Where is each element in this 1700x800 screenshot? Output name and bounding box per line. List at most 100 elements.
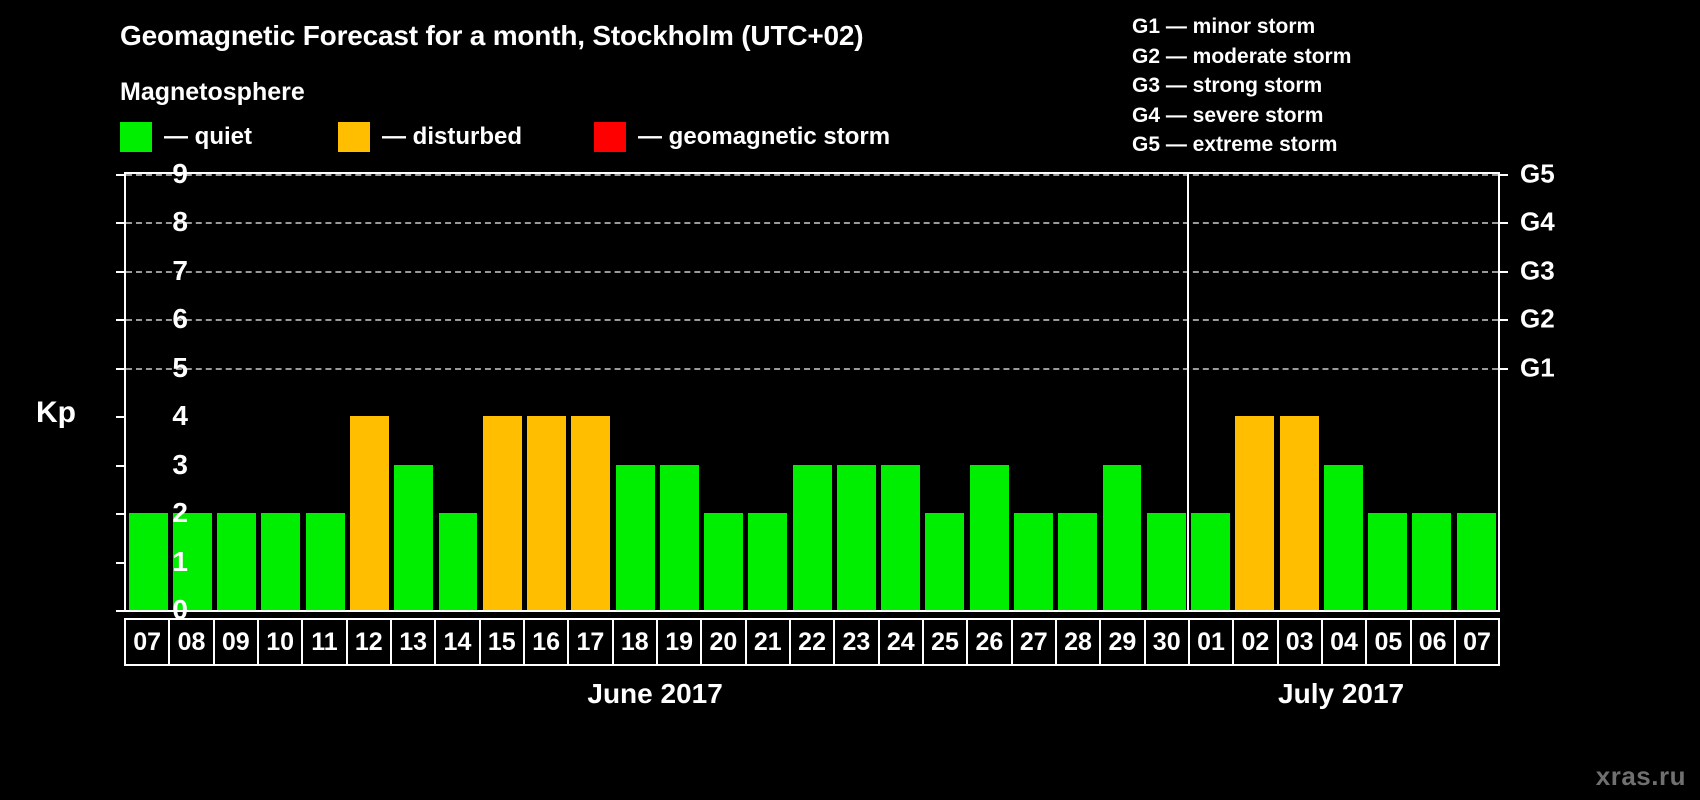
y-axis-label-8: 8	[172, 206, 188, 238]
date-label-24: 01	[1190, 620, 1235, 664]
bar-23	[836, 464, 876, 610]
bar-slot	[303, 174, 347, 610]
bar-19	[659, 464, 699, 610]
legend-swatch-disturbed	[338, 122, 370, 152]
g-scale-line-g4: G4 — severe storm	[1132, 103, 1324, 127]
bar-28	[1058, 513, 1098, 610]
g-scale-line-g3: G3 — strong storm	[1132, 74, 1323, 97]
date-label-15: 22	[791, 620, 836, 664]
chart-bars	[126, 174, 1498, 610]
date-label-16: 23	[835, 620, 880, 664]
bar-11	[305, 513, 345, 610]
gridline-kp-7	[126, 270, 1498, 273]
g-tick-G1	[1498, 367, 1508, 370]
bar-slot	[790, 174, 834, 610]
bar-21	[748, 513, 788, 610]
magnetosphere-legend: — quiet — disturbed — geomagnetic storm	[120, 122, 890, 152]
date-label-3: 10	[259, 620, 304, 664]
date-label-27: 04	[1323, 620, 1368, 664]
date-label-2: 09	[215, 620, 259, 664]
y-tick-4	[116, 416, 126, 419]
date-label-30: 07	[1463, 627, 1491, 656]
y-axis-label-7: 7	[172, 254, 188, 286]
bar-slot	[834, 174, 878, 610]
bar-03	[1279, 416, 1319, 610]
y-tick-6	[116, 319, 126, 322]
bar-slot	[967, 174, 1011, 610]
legend-label-disturbed: — disturbed	[382, 123, 523, 150]
bar-slot	[215, 174, 259, 610]
bar-15	[482, 416, 522, 610]
bar-01	[1191, 513, 1230, 610]
date-label-22: 29	[1101, 620, 1146, 664]
date-label-8: 15	[481, 620, 525, 664]
date-label-14: 21	[747, 620, 791, 664]
legend-label-quiet: — quiet	[164, 123, 252, 150]
bar-13	[394, 464, 434, 610]
date-label-1: 08	[170, 620, 215, 664]
bar-29	[1102, 464, 1142, 610]
y-tick-2	[116, 513, 126, 516]
bar-07	[1456, 513, 1496, 610]
g-tick-G2	[1498, 319, 1508, 322]
gridline-kp-9	[126, 174, 1498, 176]
page-title: Geomagnetic Forecast for a month, Stockh…	[120, 20, 864, 51]
bar-slot	[347, 174, 391, 610]
bar-slot	[1454, 174, 1498, 610]
g-axis-label-G1: G1	[1520, 352, 1555, 383]
g-scale-line-g5: G5 — extreme storm	[1132, 133, 1338, 156]
y-axis-label-4: 4	[172, 400, 188, 432]
bar-18	[615, 464, 655, 610]
y-axis-title: Kp	[36, 396, 76, 429]
bar-07	[128, 513, 168, 610]
bar-slot	[170, 174, 214, 610]
legend-label-storm: — geomagnetic storm	[638, 123, 891, 150]
date-label-12: 19	[658, 620, 703, 664]
y-axis-label-3: 3	[172, 448, 188, 480]
date-label-17: 24	[880, 620, 924, 664]
magnetosphere-heading: Magnetosphere	[120, 78, 305, 106]
bar-slot	[701, 174, 745, 610]
legend-item-disturbed: — disturbed	[338, 122, 522, 152]
y-tick-8	[116, 222, 126, 225]
bar-25	[925, 513, 965, 610]
y-axis-label-9: 9	[172, 158, 188, 189]
date-label-0: 07	[126, 620, 171, 664]
bar-slot	[436, 174, 480, 610]
bar-slot	[392, 174, 436, 610]
bar-22	[792, 464, 832, 610]
g-scale-legend: G1 — minor storm G2 — moderate storm G3 …	[1132, 12, 1351, 160]
g-tick-G3	[1498, 270, 1508, 273]
bar-slot	[1233, 174, 1277, 610]
bar-slot	[1365, 174, 1409, 610]
bar-09	[217, 513, 257, 610]
bar-slot	[1100, 174, 1144, 610]
gridline-kp-8	[126, 222, 1498, 225]
bar-slot	[569, 174, 613, 610]
bar-06	[1412, 513, 1452, 610]
bar-16	[527, 416, 566, 610]
bar-08	[172, 513, 212, 610]
y-axis-label-0: 0	[172, 594, 188, 625]
bar-slot	[1321, 174, 1365, 610]
bar-slot	[259, 174, 303, 610]
g-axis-label-G3: G3	[1520, 255, 1555, 286]
bar-05	[1368, 513, 1408, 610]
bar-slot	[1144, 174, 1188, 610]
bar-20	[704, 513, 744, 610]
g-scale-line-g1: G1 — minor storm	[1132, 15, 1316, 38]
date-label-26: 03	[1279, 620, 1323, 664]
bar-slot	[1056, 174, 1100, 610]
y-axis-label-1: 1	[172, 545, 188, 577]
bar-slot	[480, 174, 524, 610]
bar-26	[969, 464, 1009, 610]
date-label-10: 17	[569, 620, 614, 664]
bar-slot	[923, 174, 967, 610]
bar-slot	[1188, 174, 1232, 610]
date-label-11: 18	[614, 620, 658, 664]
g-axis-label-G2: G2	[1520, 303, 1555, 334]
bar-slot	[1410, 174, 1454, 610]
month-caption-second: July 2017	[1278, 678, 1405, 709]
date-label-20: 27	[1013, 620, 1057, 664]
date-label-19: 26	[968, 620, 1013, 664]
